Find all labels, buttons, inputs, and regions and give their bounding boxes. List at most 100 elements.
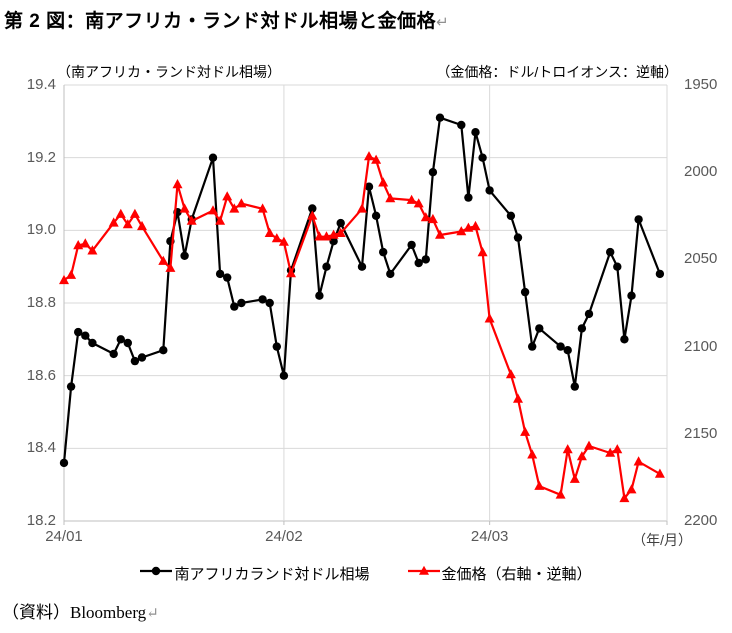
gold-data-point bbox=[179, 203, 190, 213]
zar-data-point bbox=[634, 215, 643, 224]
zar-data-point bbox=[435, 113, 445, 122]
gold-data-point bbox=[158, 255, 169, 265]
gold-data-point bbox=[584, 440, 594, 450]
zar-data-point bbox=[513, 233, 523, 242]
zar-data-point bbox=[88, 338, 97, 348]
gold-data-point bbox=[229, 203, 240, 213]
right-axis-tick-label: 1950 bbox=[684, 76, 718, 93]
zar-data-point bbox=[407, 240, 416, 250]
zar-data-point bbox=[535, 324, 544, 333]
zar-data-point bbox=[237, 298, 246, 308]
zar-data-point bbox=[137, 353, 147, 362]
right-axis-tick-label: 2150 bbox=[684, 424, 718, 442]
return-mark-icon: ↵ bbox=[436, 14, 450, 31]
zar-data-point bbox=[471, 128, 480, 137]
zar-data-point bbox=[606, 247, 615, 257]
gold-data-point bbox=[66, 269, 77, 279]
zar-data-point bbox=[81, 331, 90, 340]
zar-data-point bbox=[357, 262, 367, 271]
x-axis-unit-label: （年/月） bbox=[632, 532, 692, 548]
zar-data-point bbox=[336, 218, 345, 228]
legend-label-gold: 金価格（右軸・逆軸） bbox=[441, 566, 592, 583]
gold-data-point bbox=[364, 151, 374, 161]
gold-data-point bbox=[633, 456, 644, 466]
gold-data-point bbox=[371, 154, 382, 164]
gold-data-point bbox=[122, 219, 133, 229]
gold-data-point bbox=[314, 231, 325, 241]
gold-data-point bbox=[456, 226, 467, 236]
zar-data-point bbox=[329, 237, 338, 246]
gold-data-point bbox=[619, 492, 630, 503]
left-axis-tick-label: 19.0 bbox=[26, 221, 56, 239]
zar-data-point bbox=[159, 346, 168, 355]
zar-data-point bbox=[116, 335, 126, 344]
legend-item-gold: 金価格（右軸・逆軸） bbox=[407, 563, 592, 584]
zar-data-point bbox=[421, 255, 430, 264]
zar-data-point bbox=[577, 324, 587, 333]
gold-data-point bbox=[115, 208, 126, 218]
gold-data-point bbox=[137, 220, 147, 231]
gold-data-point bbox=[513, 393, 523, 403]
x-axis-tick-label: 24/01 bbox=[45, 528, 83, 545]
zar-series-line bbox=[62, 116, 662, 464]
gold-data-point bbox=[165, 262, 176, 272]
gold-line-marker-icon bbox=[407, 563, 440, 584]
left-axis-label: （南アフリカ・ランド対ドル相場） bbox=[57, 64, 281, 80]
zar-data-point bbox=[563, 346, 572, 355]
gold-data-point bbox=[129, 208, 140, 218]
gold-data-point bbox=[420, 212, 431, 222]
right-axis-tick-label: 2100 bbox=[684, 337, 718, 355]
left-axis-tick-label: 18.2 bbox=[26, 512, 56, 529]
zar-data-point bbox=[109, 349, 118, 359]
gold-data-point bbox=[215, 215, 226, 225]
zar-data-point bbox=[584, 309, 594, 319]
gold-data-point bbox=[626, 484, 637, 494]
gold-data-point bbox=[569, 473, 580, 483]
zar-data-point bbox=[386, 269, 395, 279]
gold-data-point bbox=[612, 444, 623, 454]
zar-line-marker-icon bbox=[140, 563, 173, 584]
gold-data-point bbox=[534, 480, 545, 490]
gold-data-point bbox=[335, 227, 346, 237]
gold-data-point bbox=[271, 233, 282, 243]
zar-data-point bbox=[485, 186, 494, 195]
zar-data-point bbox=[414, 258, 423, 268]
zar-data-point bbox=[613, 262, 622, 271]
source-text: （資料）Bloomberg bbox=[2, 603, 147, 622]
chart-title: 第 2 図：南アフリカ・ランド対ドル相場と金価格↵ bbox=[4, 6, 449, 33]
gold-data-point bbox=[378, 177, 389, 187]
zar-data-point bbox=[66, 382, 76, 391]
zar-data-point bbox=[478, 153, 487, 162]
zar-data-point bbox=[308, 204, 317, 213]
zar-data-point bbox=[265, 298, 274, 308]
gold-data-point bbox=[505, 369, 516, 379]
zar-data-point bbox=[627, 291, 636, 300]
right-axis-label: （金価格：ドル/トロイオンス：逆軸） bbox=[436, 64, 678, 80]
gold-data-point bbox=[59, 274, 69, 285]
zar-data-point bbox=[74, 327, 83, 337]
zar-data-point bbox=[457, 120, 466, 130]
source-line: （資料）Bloomberg↵ bbox=[2, 598, 159, 623]
zar-data-point bbox=[364, 182, 374, 191]
left-axis-tick-label: 19.4 bbox=[26, 76, 56, 93]
chart-title-text: 第 2 図：南アフリカ・ランド対ドル相場と金価格 bbox=[4, 11, 437, 32]
gold-data-point bbox=[477, 247, 488, 257]
zar-data-point bbox=[570, 382, 579, 391]
zar-data-point bbox=[528, 342, 537, 351]
zar-data-point bbox=[520, 287, 530, 297]
x-axis-tick-label: 24/03 bbox=[470, 528, 509, 545]
right-axis-tick-label: 2050 bbox=[684, 250, 718, 268]
zar-data-point bbox=[123, 338, 132, 348]
gold-data-point bbox=[236, 198, 247, 208]
legend-label-zar: 南アフリカランド対ドル相場 bbox=[174, 566, 370, 583]
right-axis-tick-label: 2000 bbox=[684, 163, 718, 181]
gold-data-point bbox=[172, 179, 183, 189]
gold-data-point bbox=[484, 313, 495, 323]
gold-data-point bbox=[87, 245, 98, 255]
gold-data-point bbox=[80, 238, 91, 248]
gold-data-point bbox=[562, 444, 573, 454]
gold-data-point bbox=[576, 451, 587, 461]
zar-data-point bbox=[180, 251, 189, 260]
zar-data-point bbox=[59, 458, 69, 468]
